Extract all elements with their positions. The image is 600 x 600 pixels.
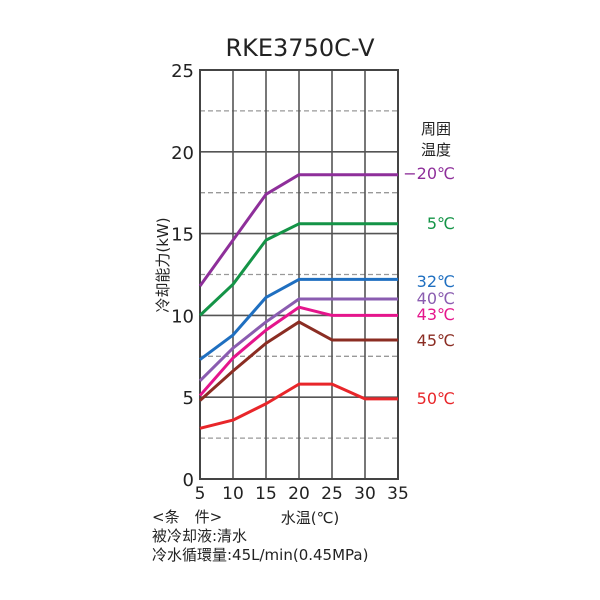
legend-label: 50℃	[417, 389, 455, 408]
x-tick-label: 20	[288, 484, 310, 504]
series-line	[198, 297, 398, 382]
series-line	[198, 222, 398, 317]
y-tick-label: 0	[183, 470, 194, 491]
y-tick-label: 20	[171, 143, 194, 164]
plot-frame	[199, 69, 399, 480]
x-tick-label: 15	[255, 484, 277, 504]
y-tick-label: 10	[171, 306, 194, 327]
x-axis-label: 水温(℃)	[281, 509, 340, 527]
legend-label: −20℃	[403, 164, 455, 183]
legend-label: 40℃	[417, 289, 455, 308]
chart-title: RKE3750C-V	[225, 34, 375, 62]
legend-label: 32℃	[417, 272, 455, 291]
series-line	[198, 173, 398, 287]
x-tick-label: 10	[222, 484, 244, 504]
series-line	[199, 277, 398, 361]
grid	[199, 69, 399, 480]
x-tick-label: 5	[195, 484, 206, 504]
note-flow: 冷水循環量:45L/min(0.45MPa)	[152, 546, 368, 564]
series-line	[199, 320, 398, 402]
series-line	[199, 382, 398, 430]
x-tick-label: 25	[321, 484, 343, 504]
series-line	[198, 305, 398, 397]
legend-label: 45℃	[417, 331, 455, 350]
legend-label: 5℃	[427, 214, 455, 233]
y-axis-label: 冷却能力(kW)	[154, 217, 172, 312]
note-coolant: 被冷却液:清水	[152, 527, 247, 545]
series-lines	[198, 173, 398, 430]
note-conditions: <条 件>	[152, 508, 222, 526]
legend-label: 43℃	[417, 305, 455, 324]
y-tick-label: 25	[171, 61, 194, 82]
y-tick-label: 5	[183, 388, 194, 409]
x-tick-label: 35	[387, 484, 409, 504]
x-tick-label: 30	[354, 484, 376, 504]
legend-title-2: 温度	[421, 141, 451, 159]
legend: −20℃ 5℃ 32℃40℃43℃ 45℃ 50℃	[403, 164, 455, 408]
y-tick-label: 15	[171, 225, 194, 246]
legend-title-1: 周囲	[421, 120, 451, 138]
